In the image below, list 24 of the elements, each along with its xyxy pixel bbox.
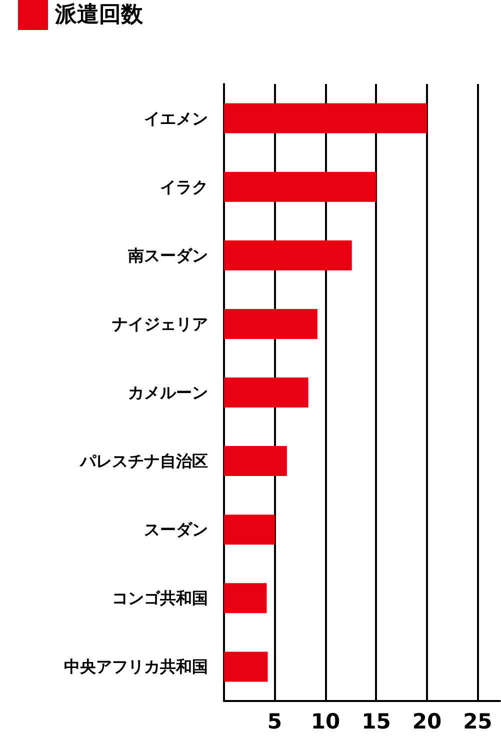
x-tick-label: 5 xyxy=(267,710,282,734)
y-tick-label: スーダン xyxy=(144,520,208,540)
bar xyxy=(224,172,376,202)
y-tick-label: イラク xyxy=(160,177,208,196)
x-tick-label: 20 xyxy=(412,710,442,734)
bar xyxy=(224,378,308,408)
bar xyxy=(224,103,427,134)
bar xyxy=(224,583,267,614)
x-tick-label: 15 xyxy=(362,710,391,734)
y-tick-label: 中央アフリカ共和国 xyxy=(64,657,208,676)
y-tick-label: コンゴ共和国 xyxy=(112,588,208,608)
legend-label: 派遣回数 xyxy=(54,2,144,28)
y-tick-label: パレスチナ自治区 xyxy=(79,452,208,471)
y-tick-label: ナイジェリア xyxy=(112,314,208,334)
x-tick-label: 25 xyxy=(463,710,492,734)
y-tick-label: イエメン xyxy=(144,108,208,128)
bar xyxy=(224,446,287,476)
bar xyxy=(224,308,318,339)
x-tick-label: 10 xyxy=(310,710,340,734)
y-tick-label: 南スーダン xyxy=(127,246,208,265)
y-tick-label: カメルーン xyxy=(128,383,208,402)
bar xyxy=(224,514,275,545)
bar xyxy=(224,240,352,270)
bar xyxy=(224,652,268,682)
